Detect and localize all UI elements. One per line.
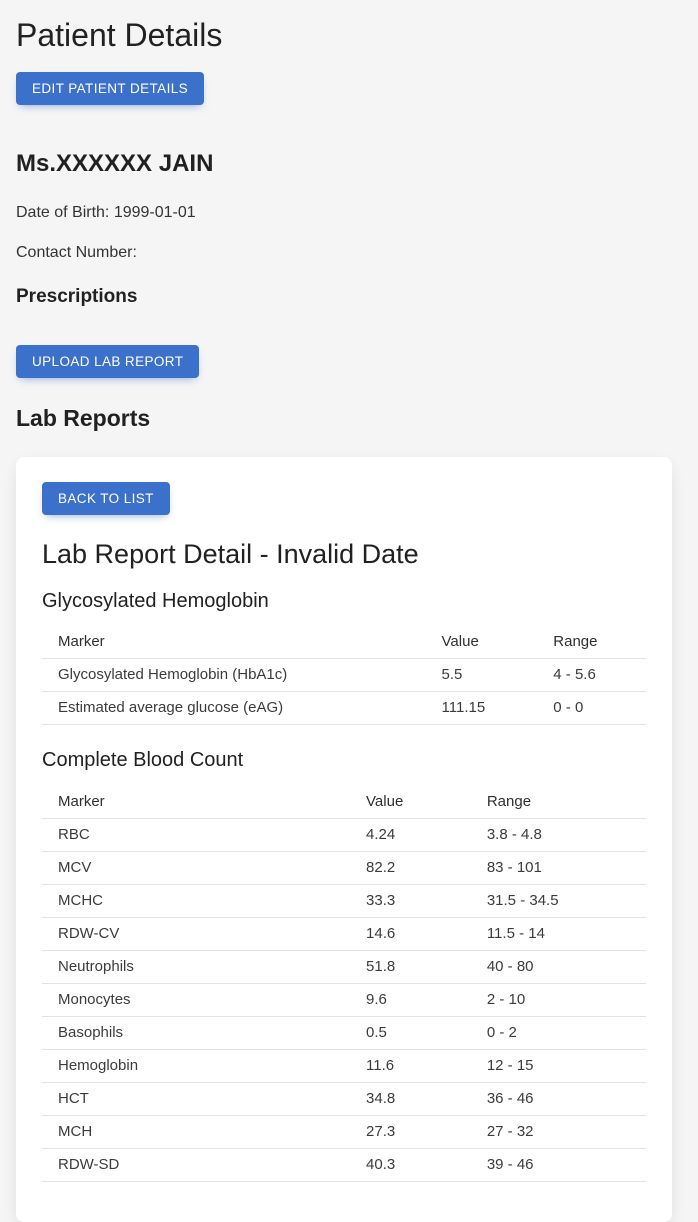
range-cell: 2 - 10 xyxy=(470,983,646,1017)
value-cell: 11.6 xyxy=(350,1049,471,1083)
table-row: RBC 4.24 3.8 - 4.8 xyxy=(42,818,646,852)
value-cell: 111.15 xyxy=(425,691,538,725)
table-header-row: Marker Value Range xyxy=(42,626,646,659)
value-cell: 33.3 xyxy=(350,884,471,918)
prescriptions-heading: Prescriptions xyxy=(16,286,138,307)
marker-cell: MCHC xyxy=(42,884,351,918)
dob-line: Date of Birth: 1999-01-01 xyxy=(16,203,682,222)
table-header-row: Marker Value Range xyxy=(42,786,646,819)
patient-name: Ms.XXXXXX JAIN xyxy=(16,150,214,177)
value-cell: 82.2 xyxy=(350,851,471,885)
value-cell: 34.8 xyxy=(350,1082,471,1116)
table-row: Basophils 0.5 0 - 2 xyxy=(42,1016,646,1050)
marker-cell: RBC xyxy=(42,818,351,852)
range-cell: 83 - 101 xyxy=(470,851,646,885)
value-cell: 5.5 xyxy=(425,658,538,692)
column-header-value: Value xyxy=(425,626,538,659)
page-title: Patient Details xyxy=(16,17,223,53)
table-row: MCV 82.2 83 - 101 xyxy=(42,851,646,885)
table-row: HCT 34.8 36 - 46 xyxy=(42,1082,646,1116)
marker-cell: MCV xyxy=(42,851,351,885)
range-cell: 4 - 5.6 xyxy=(537,658,646,692)
back-to-list-button[interactable]: BACK TO LIST xyxy=(42,482,170,515)
glycosylated-hemoglobin-table: Marker Value Range Glycosylated Hemoglob… xyxy=(42,626,646,725)
marker-cell: RDW-SD xyxy=(42,1148,351,1182)
range-cell: 11.5 - 14 xyxy=(470,917,646,951)
range-cell: 27 - 32 xyxy=(470,1115,646,1149)
upload-lab-report-button[interactable]: UPLOAD LAB REPORT xyxy=(16,345,200,378)
value-cell: 14.6 xyxy=(350,917,471,951)
column-header-range: Range xyxy=(537,626,646,659)
table-row: Estimated average glucose (eAG) 111.15 0… xyxy=(42,691,646,725)
contact-label: Contact Number: xyxy=(16,244,137,261)
marker-cell: HCT xyxy=(42,1082,351,1116)
marker-cell: MCH xyxy=(42,1115,351,1149)
complete-blood-count-table: Marker Value Range RBC 4.24 3.8 - 4.8 MC… xyxy=(42,786,646,1182)
column-header-value: Value xyxy=(350,786,471,819)
table-row: Glycosylated Hemoglobin (HbA1c) 5.5 4 - … xyxy=(42,658,646,692)
range-cell: 12 - 15 xyxy=(470,1049,646,1083)
value-cell: 27.3 xyxy=(350,1115,471,1149)
lab-report-card: BACK TO LIST Lab Report Detail - Invalid… xyxy=(16,457,672,1222)
marker-cell: Hemoglobin xyxy=(42,1049,351,1083)
range-cell: 39 - 46 xyxy=(470,1148,646,1182)
dob-label: Date of Birth: xyxy=(16,204,110,221)
marker-cell: Estimated average glucose (eAG) xyxy=(42,691,426,725)
column-header-marker: Marker xyxy=(42,626,426,659)
marker-cell: RDW-CV xyxy=(42,917,351,951)
table-row: Monocytes 9.6 2 - 10 xyxy=(42,983,646,1017)
contact-line: Contact Number: xyxy=(16,243,682,262)
table-row: MCH 27.3 27 - 32 xyxy=(42,1115,646,1149)
marker-cell: Basophils xyxy=(42,1016,351,1050)
column-header-range: Range xyxy=(470,786,646,819)
range-cell: 3.8 - 4.8 xyxy=(470,818,646,852)
range-cell: 36 - 46 xyxy=(470,1082,646,1116)
section-heading-glycosylated-hemoglobin: Glycosylated Hemoglobin xyxy=(42,590,269,612)
marker-cell: Glycosylated Hemoglobin (HbA1c) xyxy=(42,658,426,692)
section-heading-complete-blood-count: Complete Blood Count xyxy=(42,749,244,771)
value-cell: 51.8 xyxy=(350,950,471,984)
column-header-marker: Marker xyxy=(42,786,351,819)
marker-cell: Neutrophils xyxy=(42,950,351,984)
range-cell: 31.5 - 34.5 xyxy=(470,884,646,918)
table-row: RDW-CV 14.6 11.5 - 14 xyxy=(42,917,646,951)
range-cell: 40 - 80 xyxy=(470,950,646,984)
lab-reports-heading: Lab Reports xyxy=(16,405,151,431)
table-row: Neutrophils 51.8 40 - 80 xyxy=(42,950,646,984)
value-cell: 9.6 xyxy=(350,983,471,1017)
range-cell: 0 - 2 xyxy=(470,1016,646,1050)
table-row: MCHC 33.3 31.5 - 34.5 xyxy=(42,884,646,918)
marker-cell: Monocytes xyxy=(42,983,351,1017)
report-title: Lab Report Detail - Invalid Date xyxy=(42,539,419,569)
value-cell: 4.24 xyxy=(350,818,471,852)
edit-patient-details-button[interactable]: EDIT PATIENT DETAILS xyxy=(16,72,205,105)
range-cell: 0 - 0 xyxy=(537,691,646,725)
value-cell: 40.3 xyxy=(350,1148,471,1182)
value-cell: 0.5 xyxy=(350,1016,471,1050)
table-row: RDW-SD 40.3 39 - 46 xyxy=(42,1148,646,1182)
dob-value: 1999-01-01 xyxy=(113,204,196,221)
table-row: Hemoglobin 11.6 12 - 15 xyxy=(42,1049,646,1083)
